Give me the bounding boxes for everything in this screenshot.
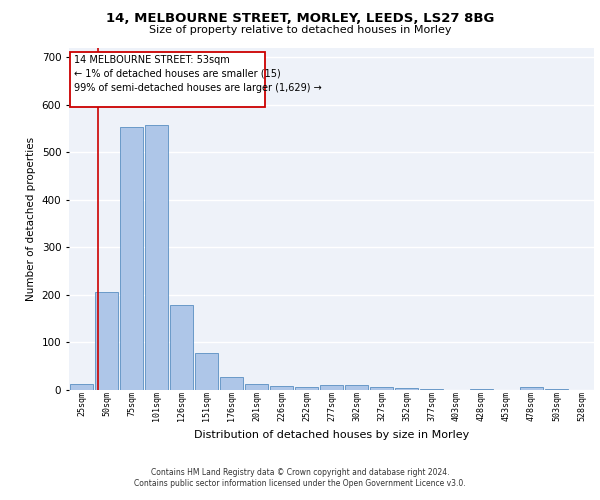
Bar bbox=[95, 292, 118, 390]
FancyBboxPatch shape bbox=[70, 52, 265, 107]
Bar bbox=[295, 387, 318, 390]
Bar bbox=[70, 384, 93, 390]
Bar bbox=[395, 388, 418, 390]
Text: Size of property relative to detached houses in Morley: Size of property relative to detached ho… bbox=[149, 25, 451, 35]
Bar bbox=[195, 353, 218, 390]
Text: ← 1% of detached houses are smaller (15): ← 1% of detached houses are smaller (15) bbox=[74, 68, 281, 78]
Text: 99% of semi-detached houses are larger (1,629) →: 99% of semi-detached houses are larger (… bbox=[74, 83, 322, 93]
Bar bbox=[520, 387, 543, 390]
Bar bbox=[320, 385, 343, 390]
Bar bbox=[120, 127, 143, 390]
Bar bbox=[420, 389, 443, 390]
Bar bbox=[245, 384, 268, 390]
Bar bbox=[220, 376, 243, 390]
Text: Contains HM Land Registry data © Crown copyright and database right 2024.
Contai: Contains HM Land Registry data © Crown c… bbox=[134, 468, 466, 487]
Bar bbox=[545, 389, 568, 390]
Bar bbox=[345, 385, 368, 390]
Bar bbox=[145, 124, 168, 390]
Y-axis label: Number of detached properties: Number of detached properties bbox=[26, 136, 36, 301]
Text: 14, MELBOURNE STREET, MORLEY, LEEDS, LS27 8BG: 14, MELBOURNE STREET, MORLEY, LEEDS, LS2… bbox=[106, 12, 494, 26]
Text: 14 MELBOURNE STREET: 53sqm: 14 MELBOURNE STREET: 53sqm bbox=[74, 56, 230, 66]
Bar bbox=[170, 306, 193, 390]
Bar bbox=[470, 389, 493, 390]
X-axis label: Distribution of detached houses by size in Morley: Distribution of detached houses by size … bbox=[194, 430, 469, 440]
Bar bbox=[270, 386, 293, 390]
Bar bbox=[370, 387, 393, 390]
